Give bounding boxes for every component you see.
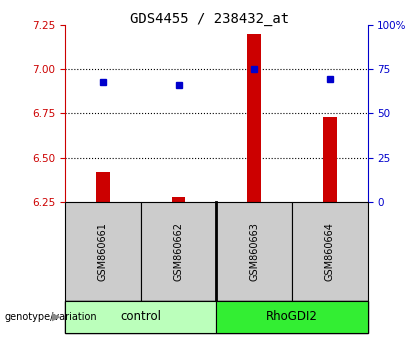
Bar xyxy=(141,202,216,301)
Bar xyxy=(65,301,216,333)
Text: GSM860661: GSM860661 xyxy=(98,222,108,281)
Bar xyxy=(96,172,110,202)
Bar xyxy=(247,34,261,202)
Bar xyxy=(292,202,368,301)
Text: GSM860664: GSM860664 xyxy=(325,222,335,281)
Bar xyxy=(216,202,292,301)
Text: GSM860662: GSM860662 xyxy=(173,222,184,281)
Text: genotype/variation: genotype/variation xyxy=(4,312,97,322)
Text: GDS4455 / 238432_at: GDS4455 / 238432_at xyxy=(131,12,289,27)
Text: control: control xyxy=(120,310,161,323)
Text: RhoGDI2: RhoGDI2 xyxy=(266,310,318,323)
Bar xyxy=(65,202,141,301)
Bar xyxy=(323,117,336,202)
Bar xyxy=(216,301,368,333)
Bar xyxy=(172,197,185,202)
Text: ▶: ▶ xyxy=(52,312,61,322)
Text: GSM860663: GSM860663 xyxy=(249,222,259,281)
